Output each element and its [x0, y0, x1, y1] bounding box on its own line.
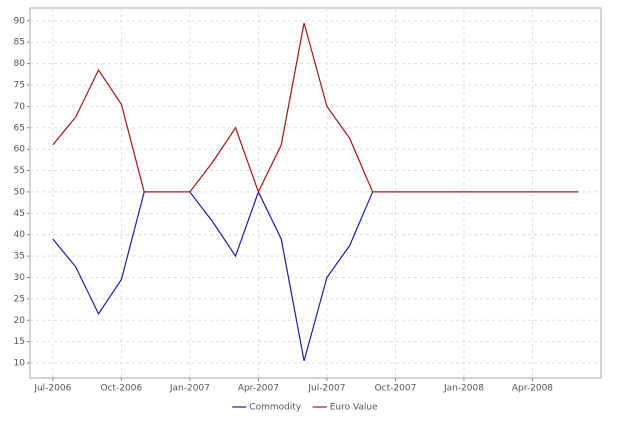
y-tick-label: 60: [14, 145, 26, 155]
x-tick-label: Jul-2007: [307, 384, 345, 394]
x-tick-label: Oct-2006: [101, 384, 143, 394]
x-tick-label: Apr-2008: [512, 384, 553, 394]
y-tick-label: 35: [14, 252, 25, 262]
y-tick-label: 15: [14, 337, 25, 347]
y-tick-label: 40: [14, 230, 26, 240]
y-tick-label: 80: [14, 59, 26, 69]
y-tick-label: 70: [14, 102, 26, 112]
legend-label: Euro Value: [330, 403, 378, 413]
x-tick-label: Jan-2008: [443, 384, 484, 394]
y-tick-label: 75: [14, 80, 25, 90]
y-tick-label: 25: [14, 294, 25, 304]
series-line: [52, 22, 579, 194]
y-tick-label: 10: [14, 359, 26, 369]
x-tick-label: Oct-2007: [375, 384, 417, 394]
y-tick-label: 20: [14, 316, 26, 326]
legend-label: Commodity: [249, 403, 302, 413]
y-tick-label: 85: [14, 38, 25, 48]
y-tick-label: 30: [14, 273, 26, 283]
y-tick-label: 65: [14, 123, 25, 133]
x-tick-label: Jan-2007: [169, 384, 210, 394]
x-tick-label: Apr-2007: [238, 384, 279, 394]
y-tick-label: 90: [14, 16, 26, 26]
y-tick-label: 55: [14, 166, 25, 176]
y-tick-label: 50: [14, 187, 26, 197]
plot-area: [29, 7, 602, 379]
y-tick-label: 45: [14, 209, 25, 219]
x-tick-label: Jul-2006: [33, 384, 71, 394]
